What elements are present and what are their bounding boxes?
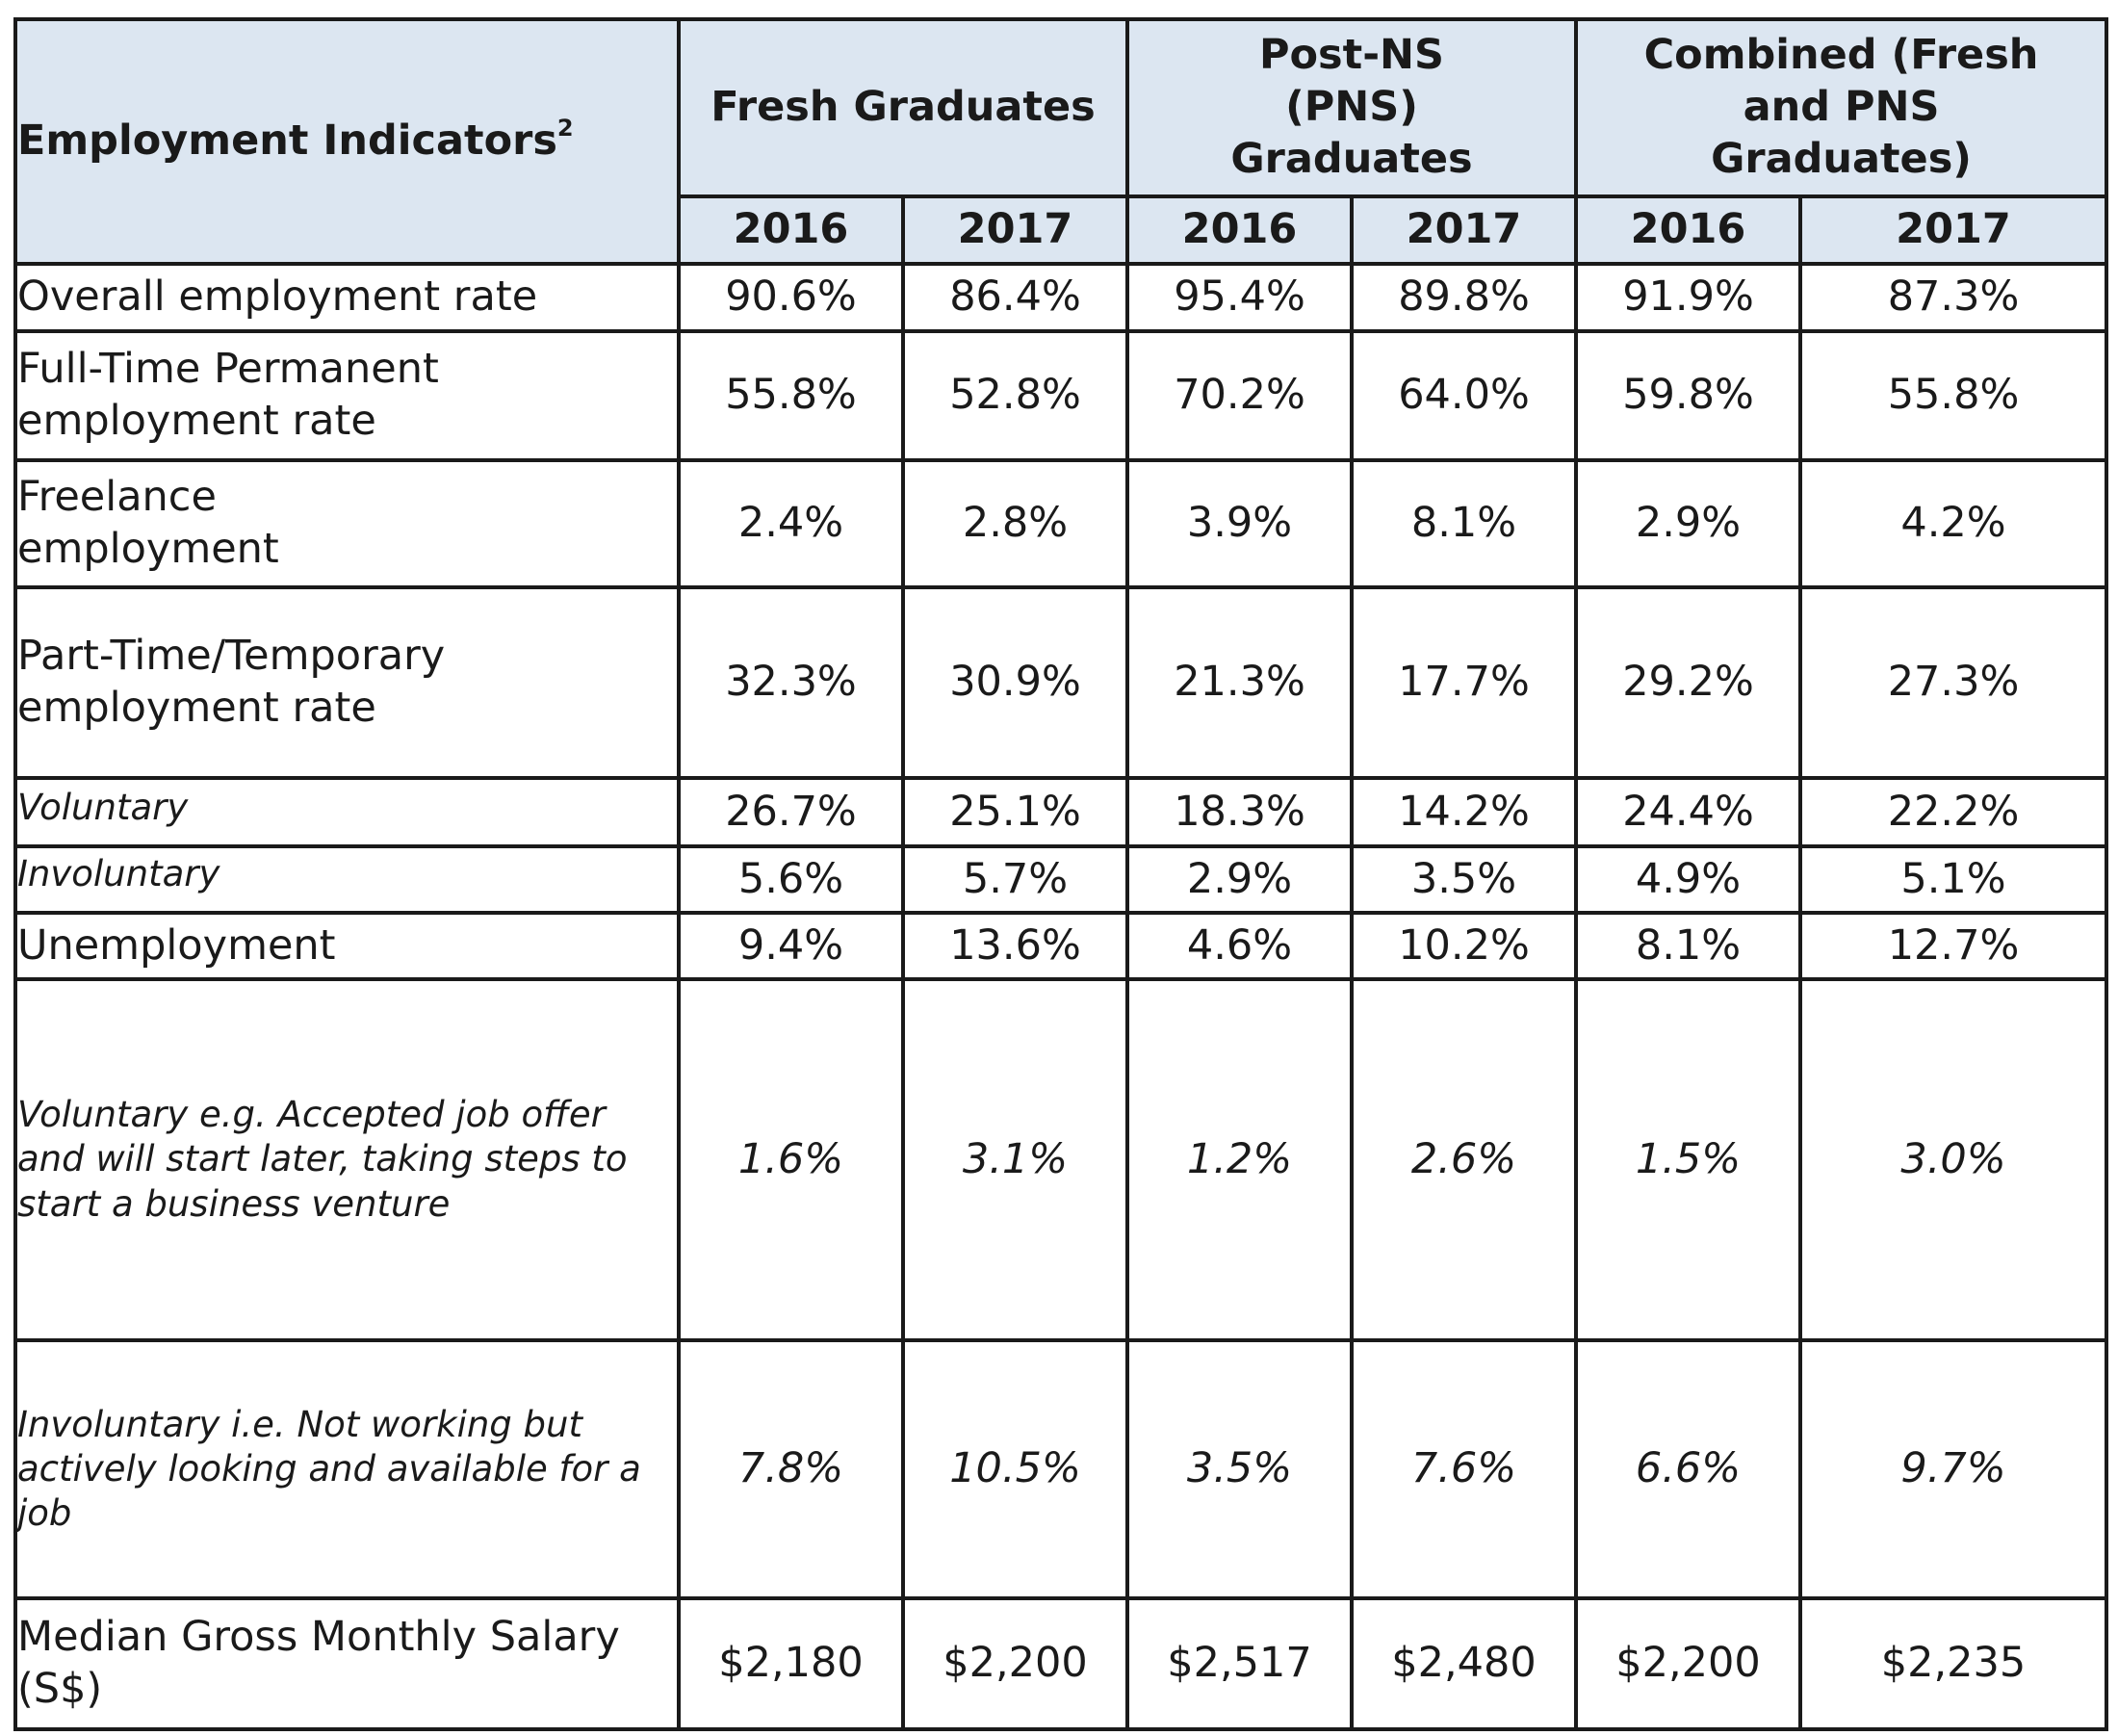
table-cell: 86.4%	[900, 262, 1130, 333]
table-cell: $2,180	[677, 1596, 905, 1731]
table-cell: $2,200	[900, 1596, 1130, 1731]
table-cell: 30.9%	[900, 585, 1130, 780]
table-cell: 52.8%	[900, 329, 1130, 462]
row-label: Median Gross Monthly Salary (S$)	[13, 1596, 681, 1731]
table-cell: 18.3%	[1125, 776, 1355, 848]
year-header: 2016	[1574, 194, 1803, 266]
table-cell: 12.7%	[1798, 911, 2109, 981]
table-cell: 5.1%	[1798, 844, 2109, 915]
row-label: Involuntary i.e. Not working but activel…	[13, 1338, 681, 1600]
table-container: Employment Indicators2 Fresh Graduates P…	[13, 17, 2109, 1731]
table-cell: 13.6%	[900, 911, 1130, 981]
table-cell: 5.6%	[677, 844, 905, 915]
row-label: Voluntary e.g. Accepted job offer and wi…	[13, 977, 681, 1342]
table-cell: 27.3%	[1798, 585, 2109, 780]
year-header: 2016	[677, 194, 905, 266]
employment-indicators-table: Employment Indicators2 Fresh Graduates P…	[13, 17, 2109, 1731]
year-header: 2017	[1798, 194, 2109, 266]
table-cell: 5.7%	[900, 844, 1130, 915]
table-row: Part-Time/Temporary employment rate 32.3…	[13, 585, 2109, 780]
table-cell: 7.8%	[677, 1338, 905, 1600]
table-cell: 70.2%	[1125, 329, 1355, 462]
indicator-header-text: Employment Indicators	[17, 117, 557, 166]
table-cell: 55.8%	[1798, 329, 2109, 462]
table-row: Voluntary 26.7% 25.1% 18.3% 14.2% 24.4% …	[13, 776, 2109, 848]
table-cell: 1.2%	[1125, 977, 1355, 1342]
row-label: Unemployment	[13, 911, 681, 981]
table-cell: 21.3%	[1125, 585, 1355, 780]
group-header-combined: Combined (Fresh and PNS Graduates)	[1574, 17, 2109, 198]
row-label: Involuntary	[13, 844, 681, 915]
table-cell: 3.1%	[900, 977, 1130, 1342]
table-row: Median Gross Monthly Salary (S$) $2,180 …	[13, 1596, 2109, 1731]
table-cell: 3.5%	[1350, 844, 1579, 915]
table-cell: 17.7%	[1350, 585, 1579, 780]
table-cell: 90.6%	[677, 262, 905, 333]
table-row: Involuntary 5.6% 5.7% 2.9% 3.5% 4.9% 5.1…	[13, 844, 2109, 915]
table-cell: 2.9%	[1125, 844, 1355, 915]
table-row: Full-Time Permanent employment rate 55.8…	[13, 329, 2109, 462]
indicator-header: Employment Indicators2	[13, 17, 681, 266]
table-cell: $2,517	[1125, 1596, 1355, 1731]
group-header-fresh: Fresh Graduates	[676, 17, 1130, 198]
table-cell: 9.7%	[1798, 1338, 2109, 1600]
table-cell: 2.6%	[1350, 977, 1579, 1342]
table-cell: 24.4%	[1574, 776, 1803, 848]
table-cell: 25.1%	[900, 776, 1130, 848]
table-cell: 87.3%	[1798, 262, 2109, 333]
table-cell: 1.5%	[1574, 977, 1803, 1342]
year-header: 2017	[1350, 194, 1579, 266]
table-cell: $2,235	[1798, 1596, 2109, 1731]
table-cell: 8.1%	[1350, 458, 1579, 589]
table-cell: 14.2%	[1350, 776, 1579, 848]
year-header: 2017	[900, 194, 1130, 266]
table-row: Unemployment 9.4% 13.6% 4.6% 10.2% 8.1% …	[13, 911, 2109, 981]
table-cell: 4.6%	[1125, 911, 1355, 981]
row-label: Part-Time/Temporary employment rate	[13, 585, 681, 780]
table-cell: 2.9%	[1574, 458, 1803, 589]
year-header: 2016	[1125, 194, 1355, 266]
table-cell: 10.2%	[1350, 911, 1579, 981]
table-cell: 2.4%	[677, 458, 905, 589]
table-cell: 6.6%	[1574, 1338, 1803, 1600]
table-cell: 9.4%	[677, 911, 905, 981]
table-cell: $2,200	[1574, 1596, 1803, 1731]
row-label: Full-Time Permanent employment rate	[13, 329, 681, 462]
footnote-marker: 2	[556, 114, 574, 142]
table-cell: 2.8%	[900, 458, 1130, 589]
table-row: Involuntary i.e. Not working but activel…	[13, 1338, 2109, 1600]
table-cell: 91.9%	[1574, 262, 1803, 333]
table-cell: 4.9%	[1574, 844, 1803, 915]
table-row: Freelance employment 2.4% 2.8% 3.9% 8.1%…	[13, 458, 2109, 589]
table-cell: 32.3%	[677, 585, 905, 780]
table-cell: 55.8%	[677, 329, 905, 462]
table-cell: 3.9%	[1125, 458, 1355, 589]
row-label: Freelance employment	[13, 458, 681, 589]
group-header-pns: Post-NS (PNS) Graduates	[1125, 17, 1579, 198]
table-cell: 7.6%	[1350, 1338, 1579, 1600]
table-row: Overall employment rate 90.6% 86.4% 95.4…	[13, 262, 2109, 333]
row-label: Voluntary	[13, 776, 681, 848]
table-cell: 3.0%	[1798, 977, 2109, 1342]
table-cell: 3.5%	[1125, 1338, 1355, 1600]
table-cell: 64.0%	[1350, 329, 1579, 462]
table-cell: 89.8%	[1350, 262, 1579, 333]
table-cell: 10.5%	[900, 1338, 1130, 1600]
table-cell: $2,480	[1350, 1596, 1579, 1731]
table-cell: 1.6%	[677, 977, 905, 1342]
table-row: Voluntary e.g. Accepted job offer and wi…	[13, 977, 2109, 1342]
table-cell: 8.1%	[1574, 911, 1803, 981]
table-cell: 4.2%	[1798, 458, 2109, 589]
table-cell: 26.7%	[677, 776, 905, 848]
table-cell: 59.8%	[1574, 329, 1803, 462]
table-cell: 22.2%	[1798, 776, 2109, 848]
row-label: Overall employment rate	[13, 262, 681, 333]
table-cell: 29.2%	[1574, 585, 1803, 780]
table-cell: 95.4%	[1125, 262, 1355, 333]
